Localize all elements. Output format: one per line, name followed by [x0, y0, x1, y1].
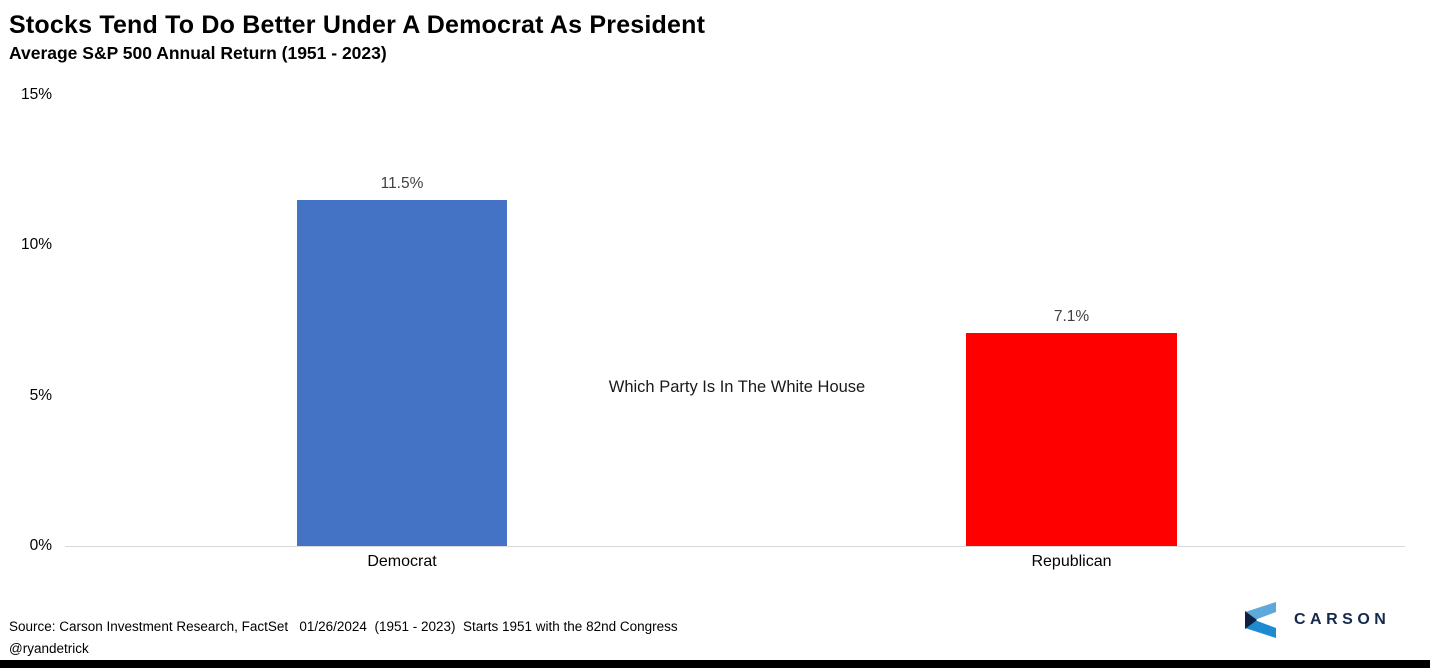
plot-area: 11.5% Democrat 7.1% Republican — [65, 95, 1405, 570]
y-axis-tick-labels: 0% 5% 10% 15% — [0, 86, 52, 554]
bar-value-label: 11.5% — [380, 175, 424, 192]
y-tick-label: 0% — [29, 537, 52, 554]
bar-democrat — [297, 200, 507, 546]
chart-annotation: Which Party Is In The White House — [608, 378, 866, 396]
carson-logo-text: CARSON — [1294, 611, 1391, 628]
x-axis-category-label: Democrat — [367, 553, 437, 570]
bar-republican — [966, 333, 1177, 546]
y-tick-label: 15% — [20, 86, 52, 103]
chart-subtitle: Average S&P 500 Annual Return (1951 - 20… — [9, 43, 387, 63]
bar-value-label: 7.1% — [1053, 308, 1090, 325]
y-tick-label: 10% — [20, 236, 52, 254]
carson-logo: CARSON — [1243, 601, 1390, 639]
bottom-border-bar — [0, 660, 1430, 668]
source-text: Source: Carson Investment Research, Fact… — [9, 619, 678, 634]
x-axis-category-label: Republican — [1031, 553, 1112, 570]
y-tick-label: 5% — [29, 386, 52, 404]
carson-chevron-icon — [1245, 602, 1276, 638]
author-handle: @ryandetrick — [9, 641, 89, 656]
chart-title: Stocks Tend To Do Better Under A Democra… — [9, 11, 706, 39]
